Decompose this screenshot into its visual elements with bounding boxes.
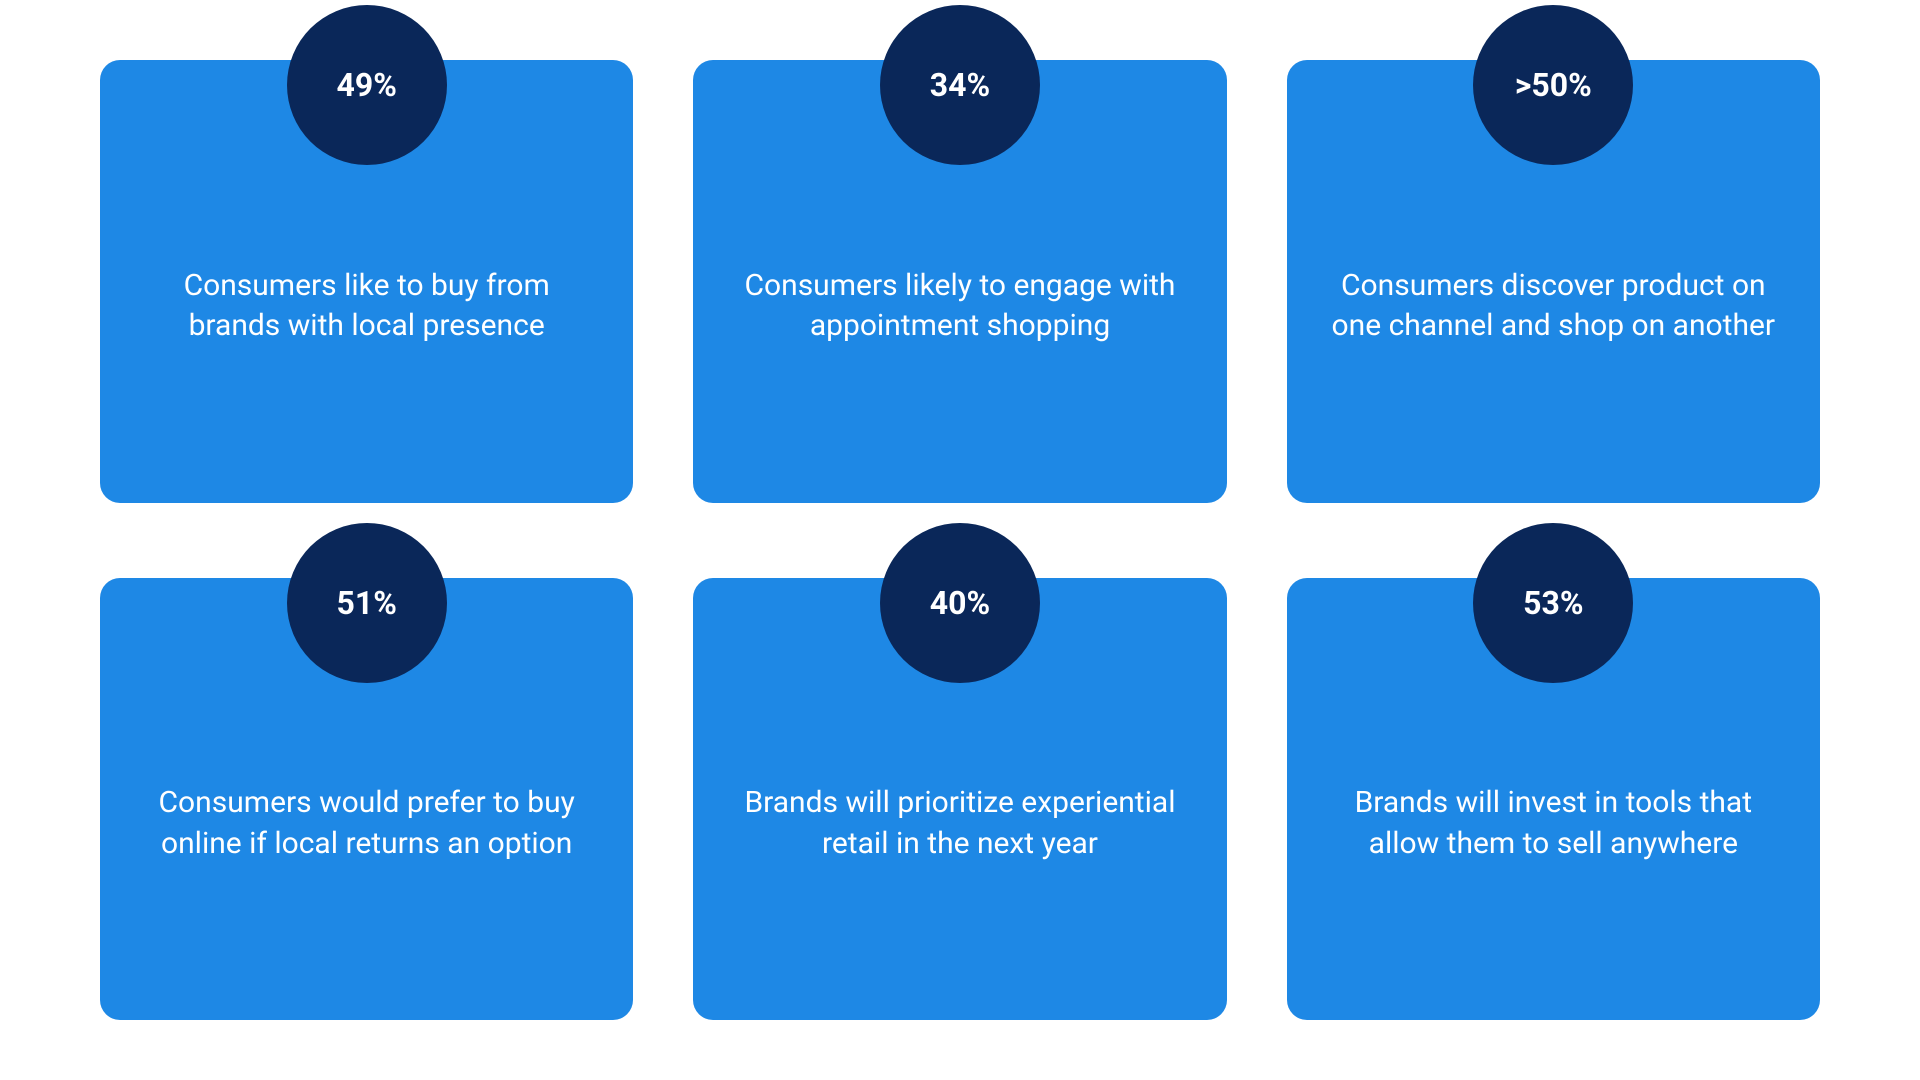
stat-value: 51%	[336, 584, 396, 622]
stat-circle: 53%	[1473, 523, 1633, 683]
stat-circle: 49%	[287, 5, 447, 165]
stat-description: Consumers would prefer to buy online if …	[140, 783, 593, 864]
stat-description: Consumers discover product on one channe…	[1327, 266, 1780, 347]
stat-circle: 34%	[880, 5, 1040, 165]
stat-value: 40%	[930, 584, 990, 622]
stat-circle: >50%	[1473, 5, 1633, 165]
stat-card: 49% Consumers like to buy from brands wi…	[100, 60, 633, 503]
stat-card: 51% Consumers would prefer to buy online…	[100, 578, 633, 1021]
stat-description: Consumers like to buy from brands with l…	[140, 266, 593, 347]
stat-description: Consumers likely to engage with appointm…	[733, 266, 1186, 347]
stat-card: 40% Brands will prioritize experiential …	[693, 578, 1226, 1021]
stat-description: Brands will prioritize experiential reta…	[733, 783, 1186, 864]
stat-circle: 51%	[287, 523, 447, 683]
stat-value: 53%	[1523, 584, 1583, 622]
stat-card: >50% Consumers discover product on one c…	[1287, 60, 1820, 503]
stat-card: 53% Brands will invest in tools that all…	[1287, 578, 1820, 1021]
stat-value: 34%	[930, 66, 990, 104]
stat-description: Brands will invest in tools that allow t…	[1327, 783, 1780, 864]
stat-value: 49%	[336, 66, 396, 104]
stat-circle: 40%	[880, 523, 1040, 683]
infographic-grid: 49% Consumers like to buy from brands wi…	[0, 0, 1920, 1080]
stat-value: >50%	[1515, 66, 1592, 104]
stat-card: 34% Consumers likely to engage with appo…	[693, 60, 1226, 503]
